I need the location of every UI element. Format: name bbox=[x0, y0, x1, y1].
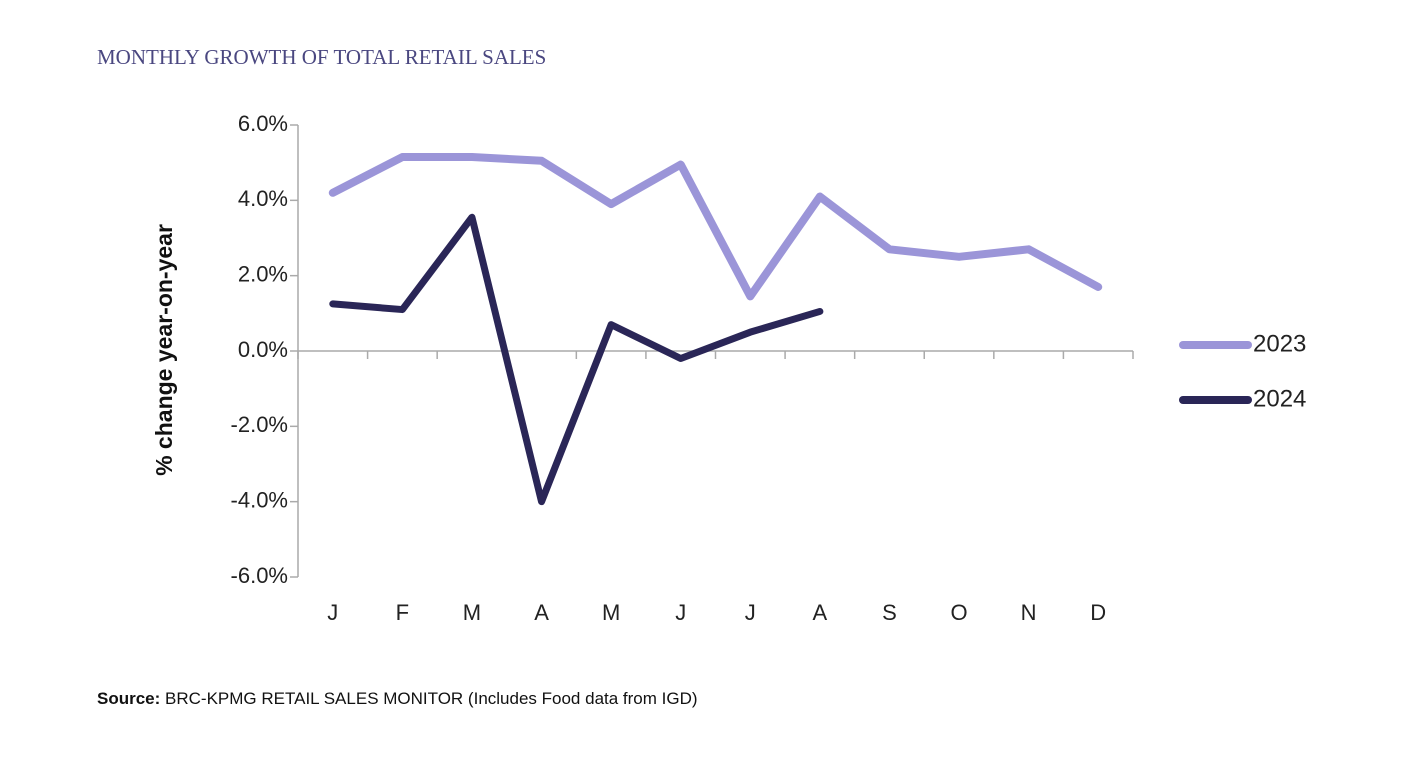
y-axis-label: % change year-on-year bbox=[151, 224, 177, 476]
x-tick-label: S bbox=[882, 600, 897, 625]
x-tick-label: M bbox=[602, 600, 620, 625]
source-label: Source: bbox=[97, 689, 160, 708]
y-tick-label: 4.0% bbox=[238, 186, 288, 211]
legend-label: 2024 bbox=[1253, 385, 1306, 412]
x-tick-label: A bbox=[813, 600, 828, 625]
y-tick-label: -2.0% bbox=[231, 412, 288, 437]
y-tick-label: 0.0% bbox=[238, 337, 288, 362]
x-tick-label: J bbox=[675, 600, 686, 625]
chart-title: MONTHLY GROWTH OF TOTAL RETAIL SALES bbox=[97, 45, 546, 69]
legend-label: 2023 bbox=[1253, 330, 1306, 357]
x-tick-label: D bbox=[1090, 600, 1106, 625]
x-tick-label: F bbox=[396, 600, 409, 625]
y-tick-label: 6.0% bbox=[238, 111, 288, 136]
x-tick-label: N bbox=[1021, 600, 1037, 625]
line-series bbox=[329, 213, 824, 506]
y-tick-label: 2.0% bbox=[238, 261, 288, 286]
y-tick-label: -4.0% bbox=[231, 487, 288, 512]
source: Source: BRC-KPMG RETAIL SALES MONITOR (I… bbox=[97, 689, 698, 708]
x-tick-label: M bbox=[463, 600, 481, 625]
x-tick-label: J bbox=[745, 600, 756, 625]
y-tick-label: -6.0% bbox=[231, 563, 288, 588]
x-tick-label: A bbox=[534, 600, 549, 625]
x-tick-label: O bbox=[950, 600, 967, 625]
source-text: BRC-KPMG RETAIL SALES MONITOR (Includes … bbox=[165, 689, 698, 708]
line-series bbox=[328, 153, 1103, 301]
x-tick-label: J bbox=[327, 600, 338, 625]
